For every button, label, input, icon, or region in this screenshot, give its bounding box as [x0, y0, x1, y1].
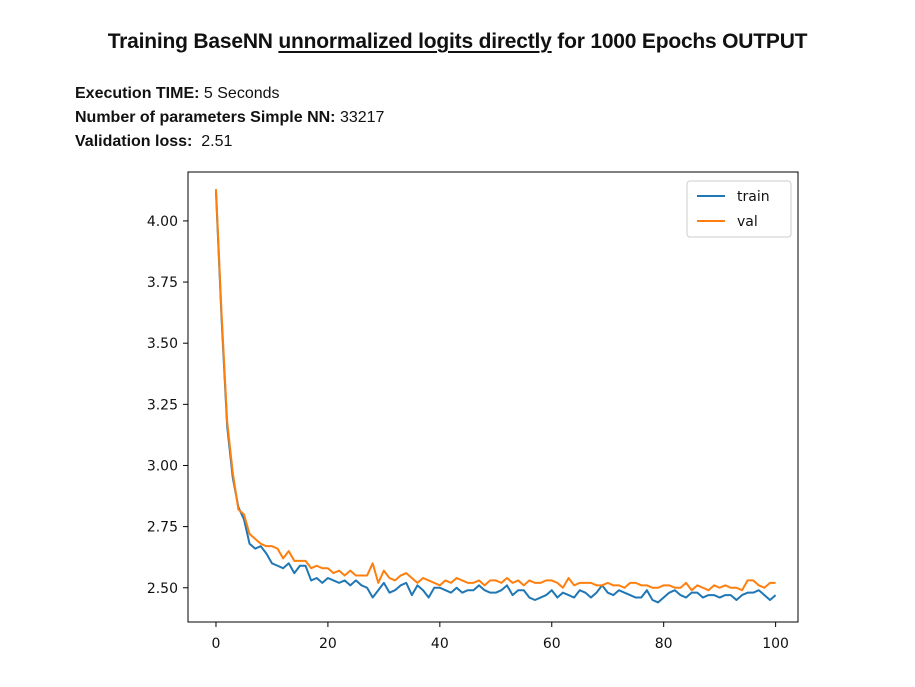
y-tick-label: 2.50 — [147, 581, 178, 597]
legend-val-label: val — [737, 214, 758, 230]
series-lines — [214, 189, 777, 604]
parameters-value: 33217 — [335, 109, 385, 126]
execution-time-label: Execution TIME: — [75, 85, 200, 102]
x-tick-label: 100 — [762, 636, 789, 652]
series-line-val — [214, 189, 776, 592]
page-title: Training BaseNN unnormalized logits dire… — [0, 30, 915, 54]
y-tick-label: 3.00 — [147, 458, 178, 474]
parameters-label: Number of parameters Simple NN: — [75, 109, 336, 126]
x-tick-label: 0 — [212, 636, 221, 652]
execution-time-value: 5 Seconds — [199, 85, 280, 102]
x-tick-label: 60 — [543, 636, 561, 652]
y-tick-label: 3.75 — [147, 275, 178, 291]
y-tick-label: 4.00 — [147, 214, 178, 230]
axis-ticks: 0 20 40 60 80 100 2.50 2.75 3.00 3.25 3.50 3.75 4.00 — [147, 214, 789, 652]
title-suffix: for 1000 Epochs OUTPUT — [551, 30, 808, 53]
y-tick-label: 3.50 — [147, 336, 178, 352]
y-tick-label: 2.75 — [147, 520, 178, 536]
title-underlined: unnormalized logits directly — [278, 30, 552, 53]
x-tick-label: 20 — [319, 636, 337, 652]
validation-loss-value: 2.51 — [192, 133, 233, 150]
x-tick-label: 80 — [655, 636, 673, 652]
series-line-train — [214, 191, 777, 604]
execution-time-line: Execution TIME: 5 Seconds — [75, 82, 384, 106]
title-prefix: Training BaseNN — [107, 30, 279, 53]
legend-train-label: train — [737, 189, 770, 205]
y-tick-label: 3.25 — [147, 397, 178, 413]
info-block: Execution TIME: 5 Seconds Number of para… — [75, 82, 384, 154]
validation-loss-line: Validation loss: 2.51 — [75, 130, 384, 154]
validation-loss-label: Validation loss: — [75, 133, 193, 150]
x-tick-label: 40 — [431, 636, 449, 652]
parameters-line: Number of parameters Simple NN: 33217 — [75, 106, 384, 130]
plot-frame — [187, 171, 799, 623]
legend: train val — [686, 180, 792, 238]
